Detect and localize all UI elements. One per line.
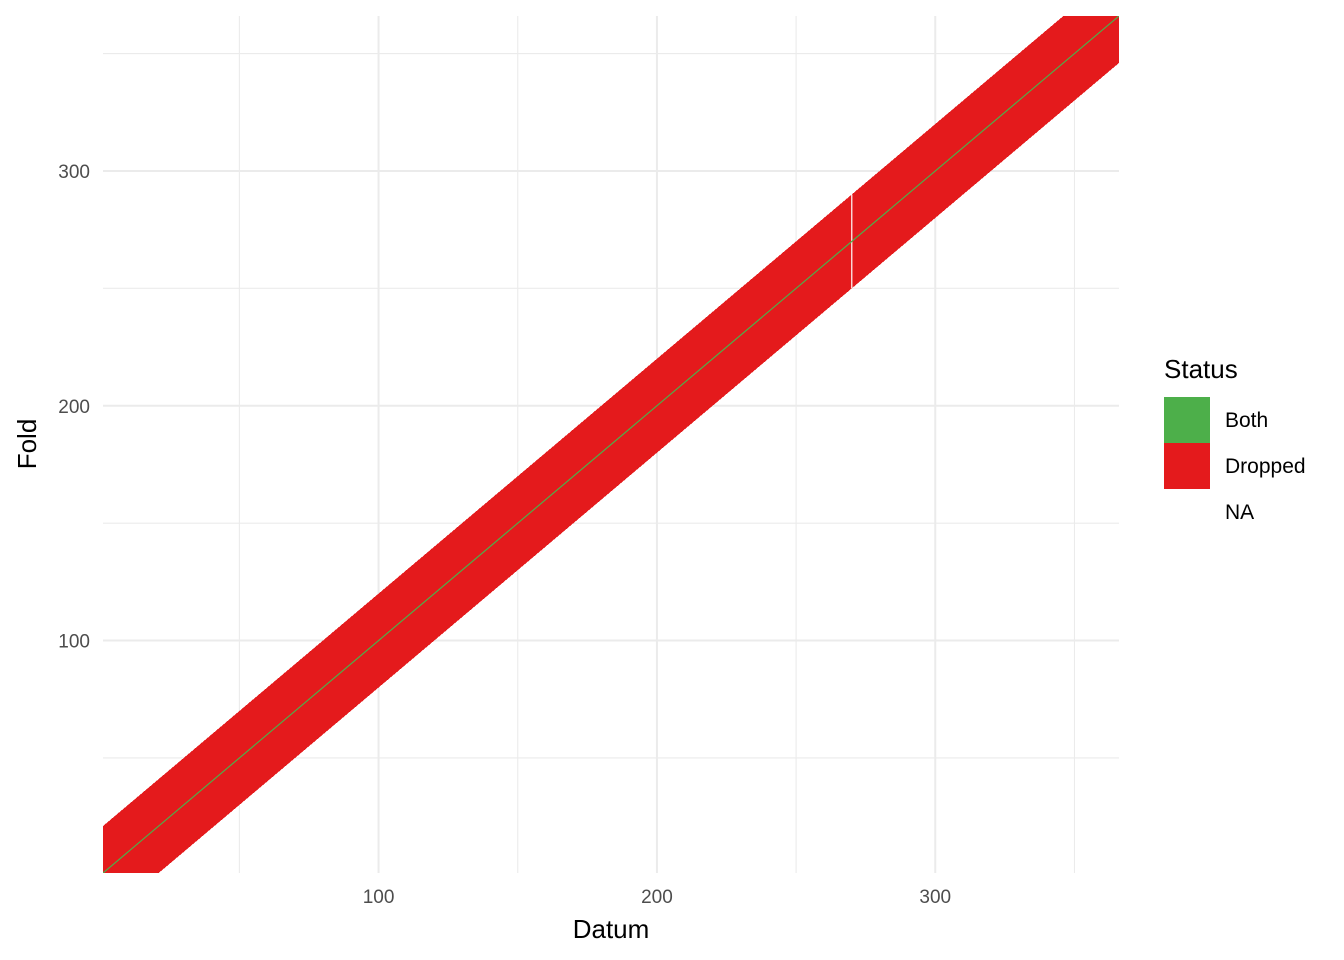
- x-axis-ticks: 100 200 300: [363, 887, 951, 908]
- x-tick-label: 200: [641, 887, 673, 908]
- y-tick-label: 100: [58, 632, 90, 653]
- legend-label-na: NA: [1225, 501, 1254, 524]
- y-tick-label: 200: [58, 397, 90, 418]
- x-axis-title: Datum: [573, 914, 650, 944]
- legend-key-both: [1164, 397, 1210, 443]
- legend-title: Status: [1164, 354, 1238, 384]
- x-tick-label: 300: [919, 887, 951, 908]
- legend: Status Both Dropped NA: [1164, 354, 1306, 524]
- both-diagonal: [103, 16, 1119, 873]
- dropped-band: [103, 16, 1119, 873]
- y-tick-label: 300: [58, 162, 90, 183]
- plot-area: [103, 16, 1119, 873]
- legend-label-dropped: Dropped: [1225, 455, 1306, 478]
- y-axis-title: Fold: [12, 419, 42, 470]
- legend-key-dropped: [1164, 443, 1210, 489]
- y-axis-ticks: 100 200 300: [58, 162, 90, 653]
- plot-marks: [103, 16, 1119, 873]
- x-tick-label: 100: [363, 887, 395, 908]
- legend-label-both: Both: [1225, 409, 1268, 432]
